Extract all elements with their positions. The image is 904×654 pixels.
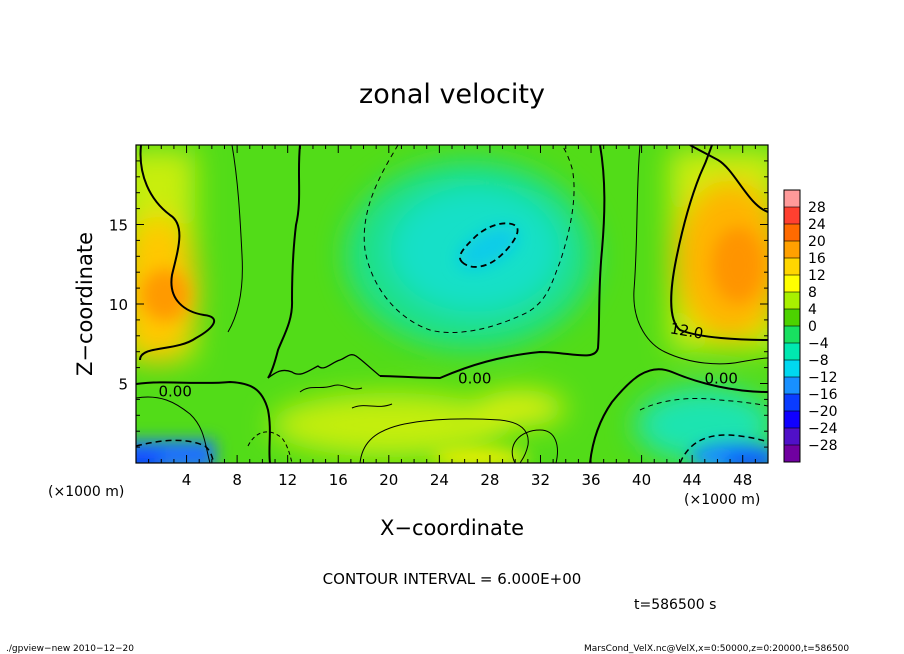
colorbar-swatch (784, 326, 800, 344)
colorbar-label: 8 (808, 285, 817, 301)
time-text: t=586500 s (634, 597, 716, 613)
contour-label: 0.00 (158, 382, 191, 400)
colorbar-swatch (784, 343, 800, 361)
y-tick-label: 15 (109, 217, 128, 235)
colorbar-label: −4 (808, 336, 829, 352)
x-tick-label: 36 (581, 471, 600, 489)
x-tick-label: 48 (733, 471, 752, 489)
contour-label: 0.00 (705, 370, 738, 388)
colorbar-swatch (784, 292, 800, 310)
x-tick-label: 32 (531, 471, 550, 489)
x-axis: 4 8 12 16 20 24 28 32 36 40 44 48 (148, 145, 756, 489)
contour-interval-text: CONTOUR INTERVAL = 6.000E+00 (323, 570, 582, 588)
colorbar-swatch (784, 275, 800, 293)
colorbar-swatch (784, 190, 800, 208)
colorbar-label: 24 (808, 217, 826, 233)
x-unit-left: (×1000 m) (48, 484, 124, 500)
heatmap-field (136, 145, 768, 463)
y-tick-label: 5 (118, 376, 128, 394)
x-tick-label: 16 (329, 471, 348, 489)
colorbar-label: 20 (808, 234, 826, 250)
colorbar-swatch (784, 241, 800, 259)
colorbar-label: 16 (808, 251, 826, 267)
colorbar-swatch (784, 394, 800, 412)
colorbar-label: −16 (808, 387, 838, 403)
x-axis-title: X−coordinate (380, 516, 524, 540)
colorbar-swatch (784, 309, 800, 327)
colorbar-label: 28 (808, 200, 826, 216)
contour-labels: 0.00 0.00 0.00 12.0 (158, 319, 737, 400)
colorbar-swatch (784, 207, 800, 225)
x-tick-label: 24 (430, 471, 449, 489)
x-tick-label: 28 (480, 471, 499, 489)
x-tick-label: 40 (632, 471, 651, 489)
y-axis: 5 10 15 (109, 160, 768, 448)
colorbar-label: 4 (808, 302, 817, 318)
footer-right: MarsCond_VelX.nc@VelX,x=0:50000,z=0:2000… (584, 644, 849, 654)
contour-label: 12.0 (669, 319, 705, 343)
colorbar-swatch (784, 377, 800, 395)
y-axis-title: Z−coordinate (73, 232, 97, 376)
x-tick-label: 8 (232, 471, 242, 489)
colorbar-label: −28 (808, 438, 838, 454)
colorbar-label: −8 (808, 353, 829, 369)
colorbar-swatch (784, 428, 800, 446)
colorbar-swatch (784, 411, 800, 429)
chart-title: zonal velocity (359, 79, 545, 110)
colorbar-label: −12 (808, 370, 838, 386)
footer-left: ./gpview−new 2010−12−20 (6, 644, 134, 654)
colorbar-label: −24 (808, 421, 838, 437)
colorbar-swatch (784, 224, 800, 242)
colorbar-label: −20 (808, 404, 838, 420)
x-tick-label: 44 (683, 471, 702, 489)
x-tick-label: 12 (278, 471, 297, 489)
x-unit-right: (×1000 m) (684, 492, 760, 508)
colorbar-swatch (784, 360, 800, 378)
colorbar-swatch (784, 258, 800, 276)
contour-lines (136, 145, 768, 463)
x-tick-label: 4 (182, 471, 192, 489)
colorbar-label: 0 (808, 319, 817, 335)
y-tick-label: 10 (109, 296, 128, 314)
colorbar-swatch (784, 445, 800, 463)
x-tick-label: 20 (379, 471, 398, 489)
contour-label: 0.00 (458, 370, 491, 388)
colorbar-label: 12 (808, 268, 826, 284)
